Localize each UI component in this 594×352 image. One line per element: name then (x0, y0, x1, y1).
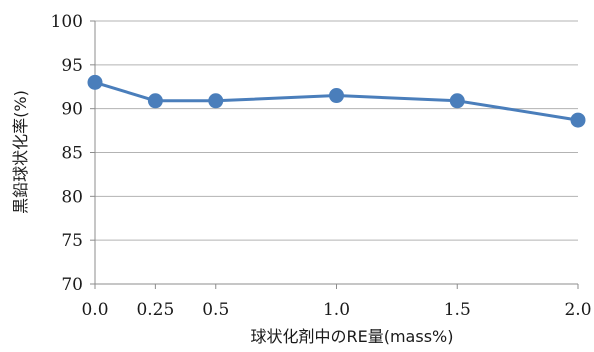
data-point (87, 74, 103, 90)
data-point (147, 93, 163, 109)
x-tick-label: 1.0 (323, 300, 350, 320)
data-point (570, 112, 586, 128)
x-tick-labels: 0.0 0.25 0.5 1.0 1.5 2.0 (81, 300, 591, 320)
x-tick-label: 1.5 (444, 300, 471, 320)
y-tick-labels: 100 95 90 85 80 75 70 (51, 12, 83, 295)
x-tick-label: 2.0 (564, 300, 591, 320)
x-tick-label: 0.25 (136, 300, 174, 320)
data-point (208, 93, 224, 109)
x-tick-label: 0.5 (202, 300, 229, 320)
series-group (87, 74, 586, 128)
y-tick-label: 95 (61, 56, 83, 76)
y-tick-label: 70 (61, 275, 83, 295)
y-tick-label: 90 (61, 100, 83, 120)
series-line (94, 80, 579, 122)
y-tick-label: 85 (61, 144, 83, 164)
y-axis-title: 黒鉛球状化率(%) (11, 90, 30, 214)
data-point (449, 93, 465, 109)
x-axis-title: 球状化剤中のRE量(mass%) (251, 327, 454, 346)
y-tick-label: 75 (61, 231, 83, 251)
data-point (329, 88, 344, 104)
y-tick-label: 80 (61, 187, 83, 207)
x-tick-label: 0.0 (81, 300, 108, 320)
y-tick-label: 100 (51, 12, 83, 32)
grid-lines (95, 20, 578, 241)
axes (90, 20, 579, 289)
